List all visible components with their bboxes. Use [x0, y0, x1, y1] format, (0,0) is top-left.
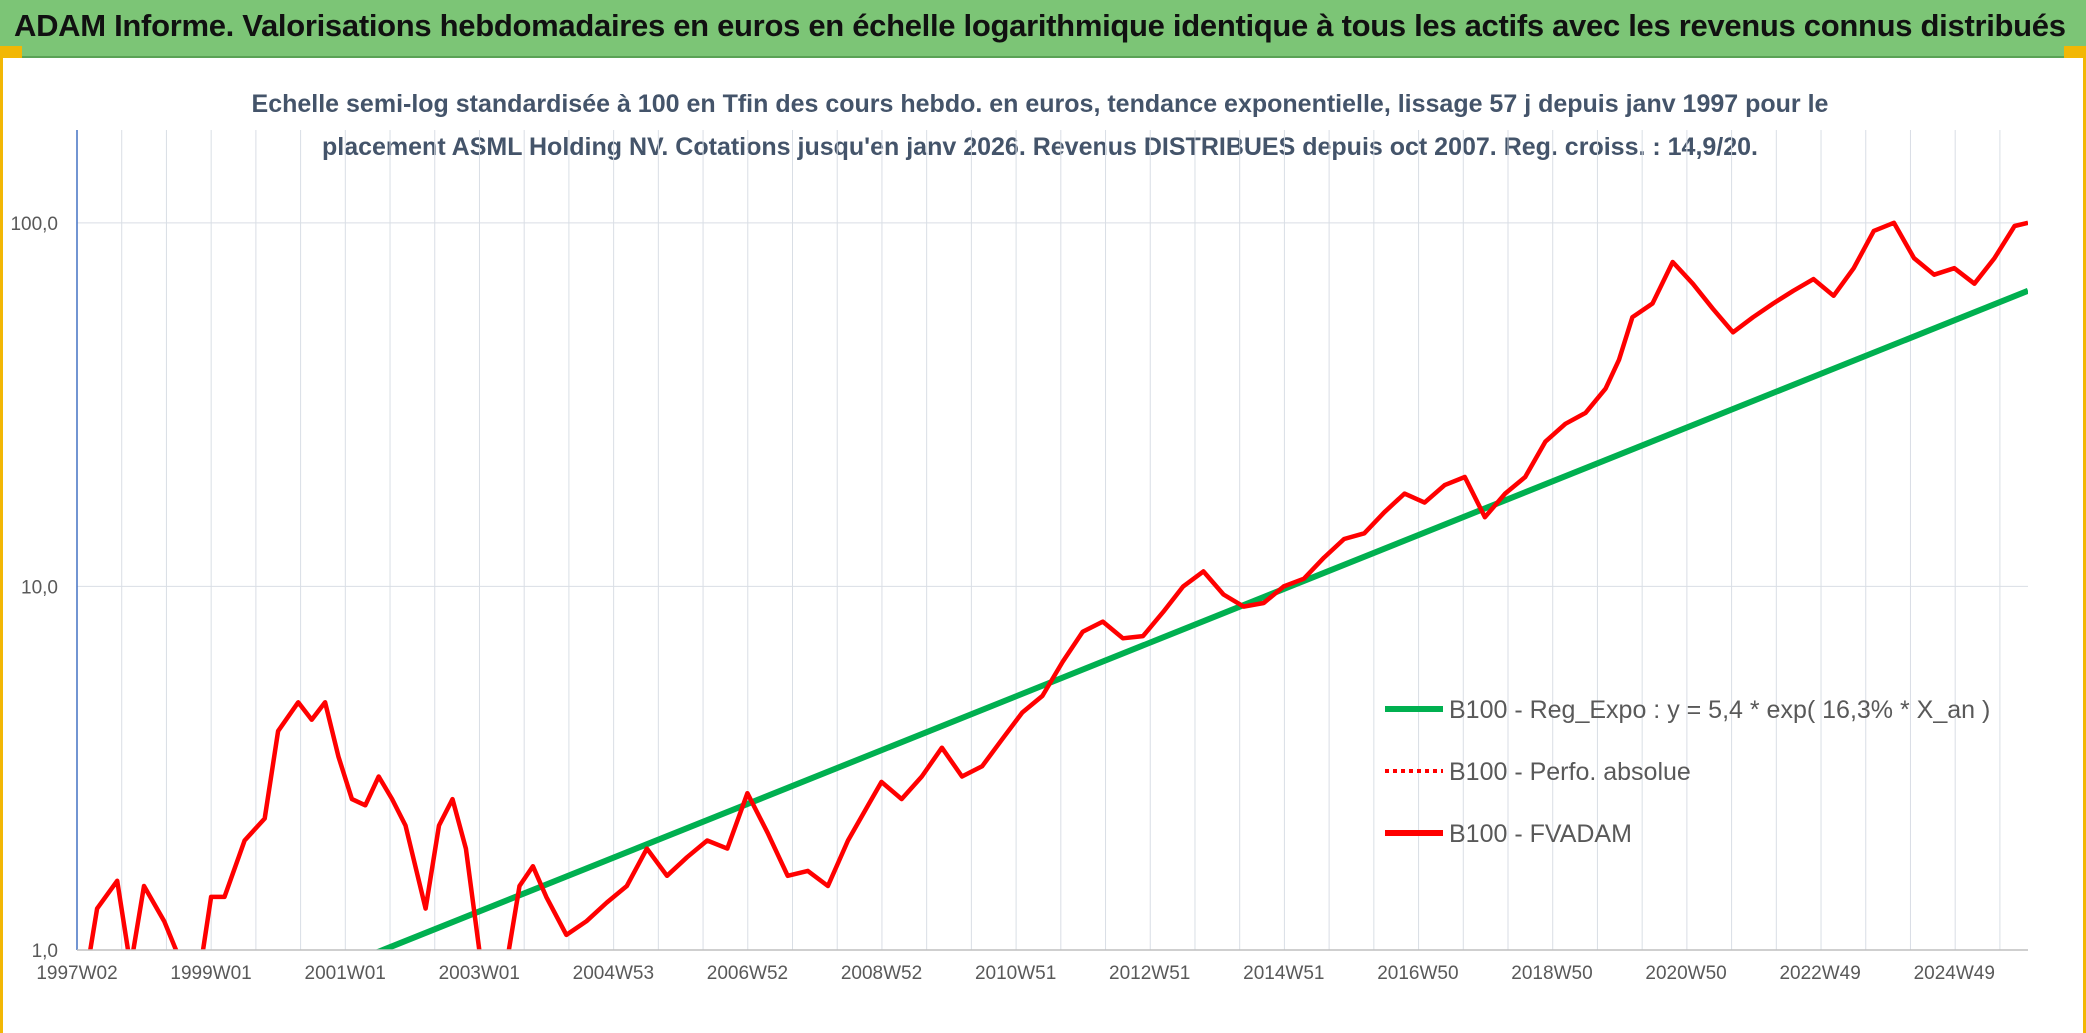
y-tick-label: 10,0	[21, 577, 58, 598]
corner-marker-right	[2064, 46, 2086, 58]
chart-title-line1: Echelle semi-log standardisée à 100 en T…	[251, 90, 1829, 118]
x-tick-label: 1999W01	[170, 963, 251, 984]
y-tick-label: 1,0	[32, 941, 58, 962]
corner-marker-left	[0, 46, 22, 58]
x-tick-label: 2016W50	[1377, 963, 1458, 984]
series-line-fvadam	[88, 220, 2028, 950]
x-tick-label: 2020W50	[1645, 963, 1726, 984]
chart-title-line2: placement ASML Holding NV. Cotations jus…	[322, 133, 1758, 161]
x-tick-label: 2008W52	[841, 963, 922, 984]
x-tick-label: 2012W51	[1109, 963, 1190, 984]
x-tick-label: 2006W52	[707, 963, 788, 984]
x-tick-label: 2004W53	[573, 963, 654, 984]
x-tick-label: 2003W01	[439, 963, 520, 984]
report-title: ADAM Informe. Valorisations hebdomadaire…	[14, 8, 2066, 43]
series-line-regression	[374, 288, 2028, 950]
legend-item-perfo-absolue-label: B100 - Perfo. absolue	[1449, 758, 1691, 786]
x-tick-label: 2022W49	[1779, 963, 1860, 984]
x-tick-label: 1997W02	[36, 963, 117, 984]
report-banner: ADAM Informe. Valorisations hebdomadaire…	[0, 0, 2086, 58]
x-tick-label: 2001W01	[305, 963, 386, 984]
legend-item-fvadam-label: B100 - FVADAM	[1449, 820, 1632, 848]
legend-item-regression-label: B100 - Reg_Expo : y = 5,4 * exp( 16,3% *…	[1449, 696, 1990, 724]
x-tick-label: 2010W51	[975, 963, 1056, 984]
x-tick-label: 2014W51	[1243, 963, 1324, 984]
x-tick-label: 2024W49	[1914, 963, 1995, 984]
x-tick-label: 2018W50	[1511, 963, 1592, 984]
y-tick-label: 100,0	[10, 214, 58, 235]
chart-frame	[0, 58, 2086, 1033]
